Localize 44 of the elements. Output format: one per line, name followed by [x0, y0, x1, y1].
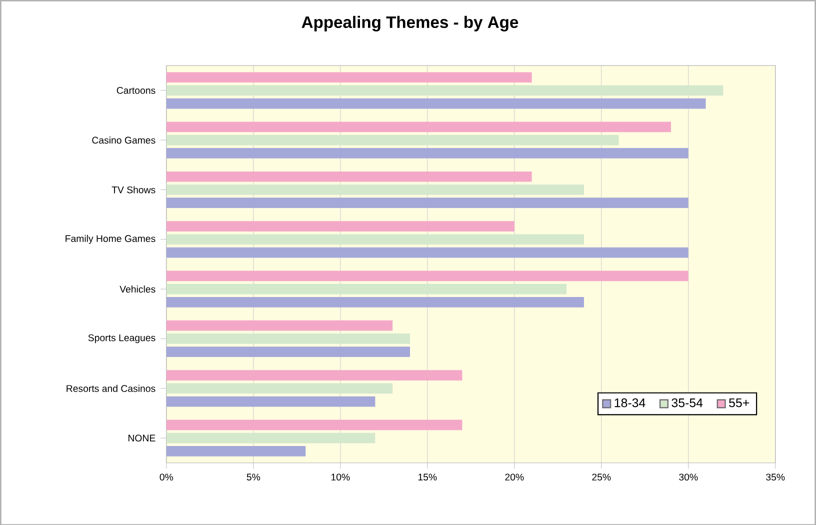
- x-tick-label: 5%: [246, 473, 260, 480]
- y-tick-label: Casino Games: [92, 136, 156, 144]
- legend-label: 35-54: [672, 398, 703, 407]
- bar: [166, 85, 724, 96]
- bar: [166, 197, 688, 208]
- y-tick-label: Family Home Games: [66, 234, 156, 244]
- y-tick-label: Sports Leagues: [88, 334, 156, 343]
- x-tick-label: 25%: [592, 473, 611, 480]
- x-tick-label: 20%: [505, 473, 524, 480]
- bar: [166, 382, 393, 394]
- bar: [166, 122, 671, 132]
- y-tick-label: NONE: [128, 434, 156, 442]
- x-tick-label: 30%: [679, 473, 698, 480]
- x-tick-label: 15%: [418, 473, 437, 480]
- bar: [166, 420, 462, 430]
- bar: [166, 72, 532, 82]
- bar: [166, 370, 462, 380]
- bar: [166, 234, 584, 244]
- legend-label: 18-34: [614, 398, 646, 407]
- bar: [166, 296, 584, 308]
- bar: [166, 247, 688, 258]
- bar: [166, 184, 584, 195]
- bar: [166, 432, 376, 444]
- bar: [166, 320, 393, 331]
- x-tick-label: 10%: [331, 473, 350, 480]
- chart-title: Appealing Themes - by Age: [302, 16, 518, 32]
- legend-label: 55+: [729, 398, 750, 407]
- bar: [166, 446, 306, 456]
- y-tick-label: Cartoons: [116, 86, 156, 94]
- bar: [166, 134, 619, 146]
- x-tick-label: 35%: [766, 473, 785, 480]
- bar: [166, 270, 688, 281]
- y-tick-label: TV Shows: [112, 186, 156, 194]
- bar: [166, 98, 706, 108]
- bar: [166, 171, 532, 182]
- x-tick-label: 0%: [160, 473, 174, 480]
- bar: [166, 396, 376, 406]
- bar: [166, 148, 688, 158]
- bar: [166, 333, 410, 344]
- bar: [166, 284, 567, 294]
- y-tick-label: Vehicles: [120, 285, 156, 292]
- bar: [166, 346, 410, 357]
- bar: [166, 220, 514, 232]
- y-tick-label: Resorts and Casinos: [66, 384, 156, 392]
